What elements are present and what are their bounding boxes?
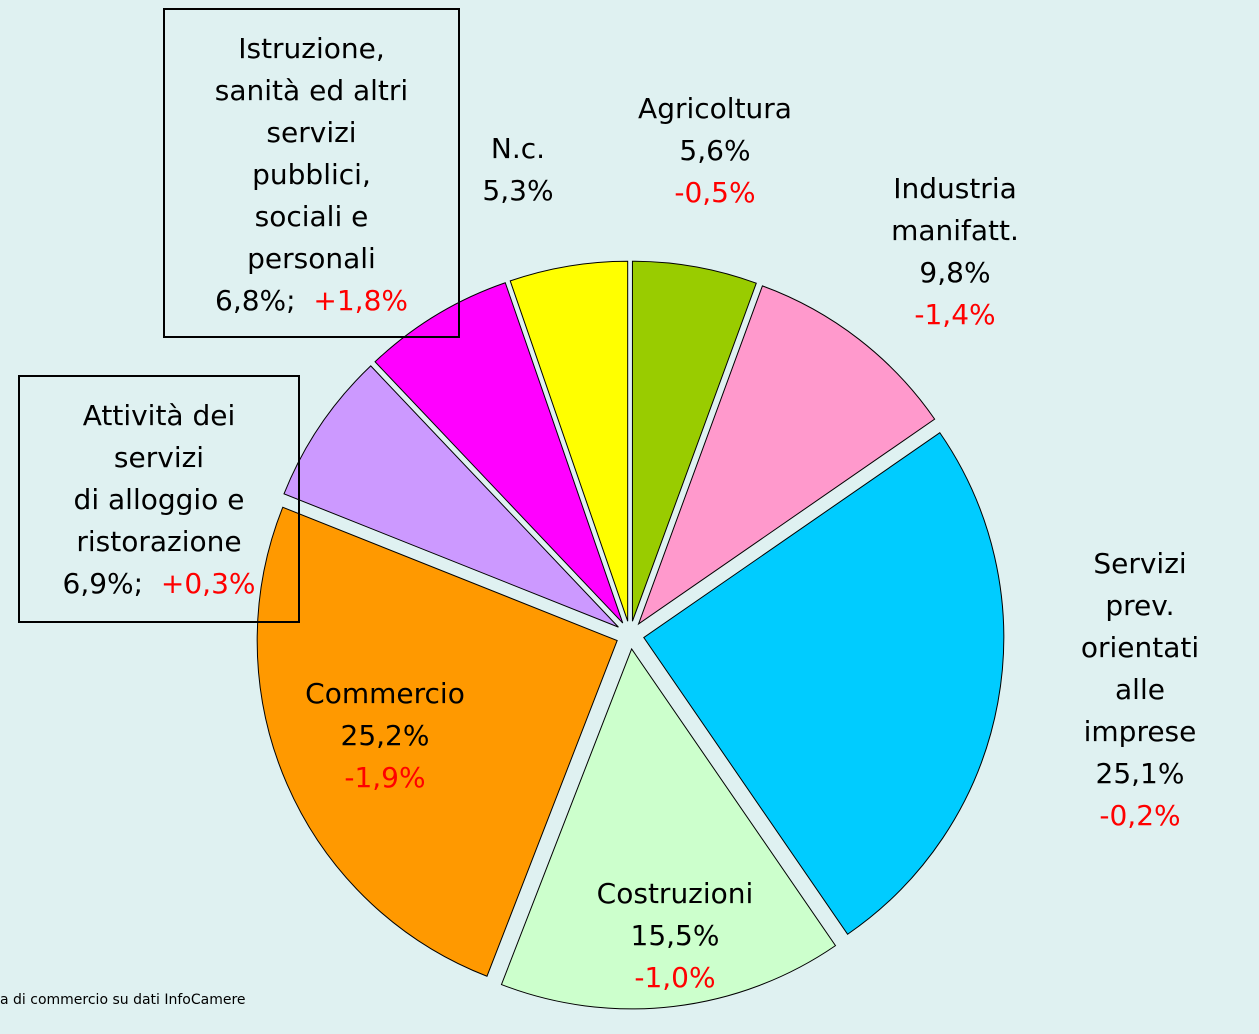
change-label: -0,2% — [1099, 799, 1181, 832]
pie-slice — [509, 260, 629, 622]
change-label: +1,8% — [313, 284, 408, 317]
value-label: 25,2% — [340, 719, 430, 752]
category-name: N.c. — [490, 132, 546, 165]
slice-label: Attività dei servizi di alloggio e risto… — [18, 375, 300, 623]
pie-slice — [643, 432, 1005, 935]
category-name: Servizi prev. orientati alle imprese — [1080, 547, 1200, 748]
category-name: Costruzioni — [596, 877, 754, 910]
change-label: +0,3% — [160, 567, 256, 600]
pie-slice — [283, 365, 619, 628]
change-label: -1,4% — [914, 298, 996, 331]
slice-label: Agricoltura 5,6% -0,5% — [638, 88, 792, 214]
value-label: 5,3% — [482, 174, 554, 207]
category-name: Attività dei servizi di alloggio e risto… — [73, 399, 245, 558]
value-label: 6,9%; — [62, 567, 144, 600]
pie-slice — [256, 506, 618, 977]
value-label: 25,1% — [1095, 757, 1185, 790]
slice-label: N.c. 5,3% — [482, 128, 553, 212]
slice-label: Servizi prev. orientati alle imprese 25,1… — [1081, 543, 1200, 837]
slice-label: Istruzione, sanità ed altri servizi pubb… — [163, 8, 460, 338]
category-name: Istruzione, sanità ed altri servizi pubb… — [214, 32, 409, 275]
slice-label: Industria manifatt. 9,8% -1,4% — [891, 168, 1019, 336]
value-label: 9,8% — [919, 256, 991, 289]
pie-slice — [637, 285, 936, 626]
value-label: 5,6% — [679, 134, 751, 167]
change-label: -1,0% — [634, 961, 716, 994]
source-note: a di commercio su dati InfoCamere — [0, 992, 246, 1008]
value-label: 6,8%; — [215, 284, 296, 317]
pie-slice — [631, 260, 757, 622]
category-name: Agricoltura — [638, 92, 792, 125]
pie-slice — [374, 282, 624, 624]
pie-slice — [500, 647, 837, 1010]
slice-label: Commercio 25,2% -1,9% — [305, 673, 465, 799]
change-label: -0,5% — [674, 176, 756, 209]
category-name: Commercio — [305, 677, 465, 710]
value-label: 15,5% — [630, 919, 720, 952]
slice-label: Costruzioni 15,5% -1,0% — [597, 873, 754, 999]
change-label: -1,9% — [344, 761, 426, 794]
category-name: Industria manifatt. — [891, 172, 1019, 247]
